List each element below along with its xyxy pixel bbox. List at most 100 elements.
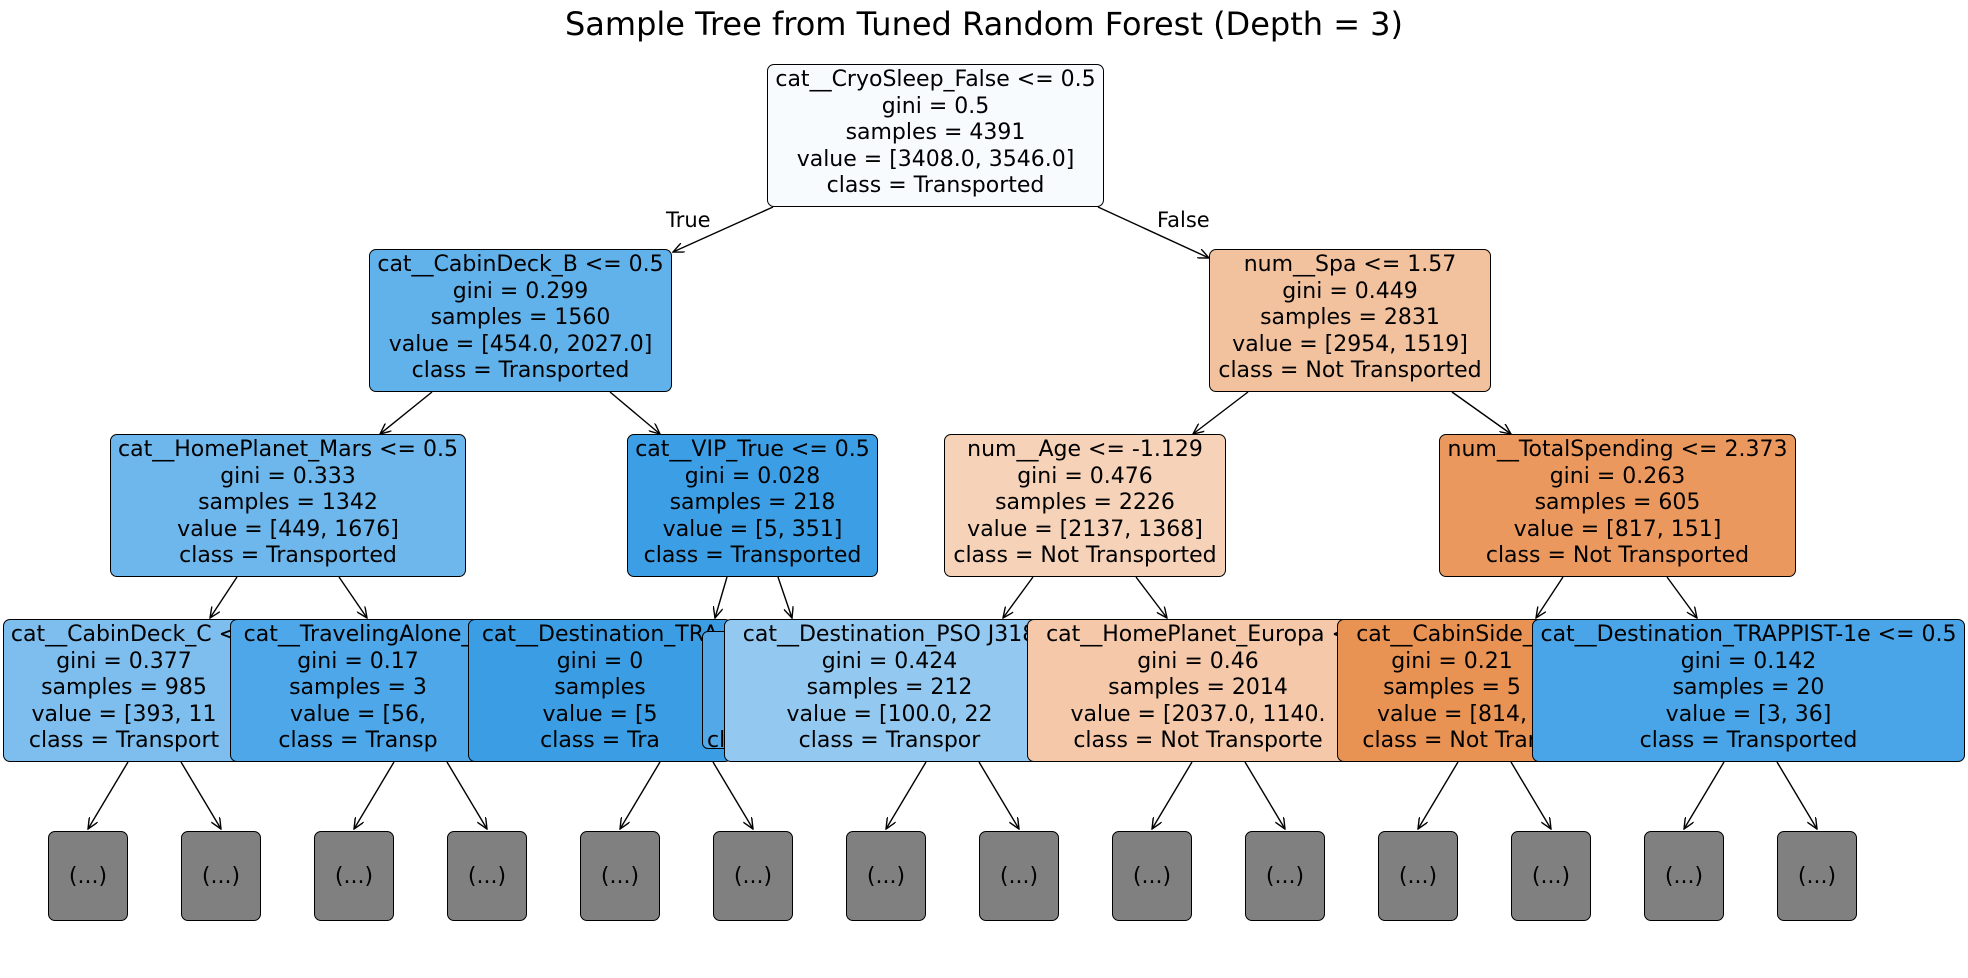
node-text-line: value = [5, 351]	[662, 516, 843, 542]
node-text-line: class = Transpor	[798, 728, 981, 753]
tree-edge	[1536, 576, 1564, 618]
truncated-leaf: (...)	[846, 831, 926, 921]
edge-label-true: True	[666, 208, 711, 232]
node-text-line: num__Age <= -1.129	[967, 437, 1203, 462]
tree-edge	[338, 576, 367, 618]
node-text-line: cat__CryoSleep_False <= 0.5	[775, 67, 1096, 92]
node-text-line: class = Tra	[540, 728, 660, 753]
truncated-leaf: (...)	[1378, 831, 1458, 921]
chart-title: Sample Tree from Tuned Random Forest (De…	[564, 5, 1404, 43]
truncated-leaf: (...)	[1245, 831, 1325, 921]
tree-edge	[777, 576, 792, 618]
node-text-line: gini = 0.333	[220, 463, 356, 489]
node-text-line: class = Transported	[1639, 728, 1858, 753]
tree-node-n2: num__Spa <= 1.57 gini = 0.449 samples = 28…	[1209, 249, 1491, 392]
tree-node-n12: cat__CabinSide_S gini = 0.21 samples = 5 va…	[1337, 619, 1567, 762]
node-text-line: cat__HomePlanet_Mars <= 0.5	[118, 437, 458, 462]
tree-edge	[886, 761, 927, 829]
node-text-line: samples = 1560	[430, 305, 611, 330]
tree-edge	[1244, 761, 1285, 829]
tree-edge	[1510, 761, 1551, 829]
node-text-line: cat__Destination_PSO J318	[742, 622, 1037, 647]
node-text-line: gini = 0.377	[56, 648, 192, 674]
node-text-line: samples = 2226	[995, 490, 1175, 515]
tree-edge	[446, 761, 487, 829]
truncated-leaf: (...)	[48, 831, 128, 921]
tree-node-n7: cat__CabinDeck_C < gini = 0.377 samples = …	[3, 619, 245, 762]
tree-edge	[1684, 761, 1725, 829]
node-text-line: samples	[554, 675, 646, 700]
node-text-line: samples = 2014	[1108, 675, 1288, 700]
tree-node-n6: num__TotalSpending <= 2.373 gini = 0.263 s…	[1439, 434, 1796, 577]
node-text-line: samples = 605	[1534, 490, 1701, 515]
node-text-line: cat__CabinSide_S	[1356, 622, 1548, 647]
tree-edge	[715, 576, 728, 618]
node-text-line: num__TotalSpending <= 2.373	[1447, 437, 1788, 462]
node-text-line: class = Transported	[826, 173, 1045, 198]
node-text-line: class = Not Transported	[1218, 358, 1482, 383]
node-text-line: value = [2954, 1519]	[1232, 331, 1468, 357]
node-text-line: samples = 218	[669, 490, 836, 515]
node-text-line: class = Transported	[179, 543, 397, 568]
node-text-line: gini = 0.028	[684, 463, 821, 489]
node-text-line: value = [454.0, 2027.0]	[388, 331, 653, 357]
truncated-leaf: (...)	[314, 831, 394, 921]
node-text-line: class = Transported	[643, 543, 862, 568]
node-text-line: samples = 3	[289, 675, 427, 700]
tree-node-root: cat__CryoSleep_False <= 0.5 gini = 0.5 sam…	[767, 64, 1104, 207]
truncated-leaf: (...)	[580, 831, 660, 921]
node-text-line: value = [393, 11	[31, 701, 217, 727]
tree-edge	[673, 206, 774, 252]
tree-edge	[712, 761, 753, 829]
tree-edge	[1152, 761, 1193, 829]
node-text-line: class = Transported	[411, 358, 630, 383]
tree-edge	[354, 761, 395, 829]
tree-node-n9: cat__Destination_TRA gini = 0 samples value…	[468, 619, 732, 762]
tree-node-n3: cat__HomePlanet_Mars <= 0.5 gini = 0.333 s…	[110, 434, 466, 577]
tree-node-n8: cat__TravelingAlone_ gini = 0.17 samples =…	[230, 619, 486, 762]
tree-edge	[1193, 391, 1249, 434]
tree-edge	[1776, 761, 1817, 829]
node-text-line: samples = 4391	[845, 120, 1026, 145]
truncated-leaf: (...)	[1511, 831, 1591, 921]
node-text-line: cat__Destination_TRA	[481, 622, 719, 647]
node-text-line: gini = 0.263	[1549, 463, 1686, 489]
node-text-line: value = [5	[542, 701, 658, 727]
node-text-line: value = [100.0, 22	[786, 701, 993, 727]
node-text-line: class = Not Transported	[1485, 543, 1750, 568]
node-text-line: value = [3408.0, 3546.0]	[796, 146, 1075, 172]
truncated-leaf: (...)	[1112, 831, 1192, 921]
tree-node-n13: cat__Destination_TRAPPIST-1e <= 0.5 gini …	[1532, 619, 1965, 762]
node-text-line: value = [2037.0, 1140.	[1070, 701, 1326, 727]
tree-edge	[1135, 576, 1167, 618]
tree-edge	[1003, 576, 1034, 618]
tree-node-n4: cat__VIP_True <= 0.5 gini = 0.028 samples …	[627, 434, 878, 577]
truncated-leaf: (...)	[447, 831, 527, 921]
node-text-line: cat__HomePlanet_Europa <	[1046, 622, 1350, 647]
tree-edge	[1666, 576, 1697, 618]
node-text-line: value = [2137, 1368]	[967, 516, 1203, 542]
node-text-line: class = Not Tran	[1362, 728, 1542, 753]
node-text-line: samples = 1342	[198, 490, 378, 515]
node-text-line: class = Transp	[278, 728, 438, 753]
node-text-line: cl	[707, 728, 726, 749]
node-text-line: gini = 0.142	[1680, 648, 1817, 674]
node-text-line: class = Transport	[28, 728, 220, 753]
node-text-line: gini = 0.299	[452, 278, 589, 304]
tree-edge	[1097, 206, 1209, 258]
node-text-line: num__Spa <= 1.57	[1243, 252, 1457, 277]
tree-edge	[1451, 391, 1511, 434]
node-text-line: samples = 20	[1672, 675, 1825, 700]
node-text-line: samples = 212	[806, 675, 973, 700]
node-text-line: samples = 5	[1383, 675, 1521, 700]
tree-node-n1: cat__CabinDeck_B <= 0.5 gini = 0.299 sampl…	[369, 249, 672, 392]
node-text-line: gini = 0.21	[1391, 648, 1513, 674]
truncated-leaf: (...)	[713, 831, 793, 921]
node-text-line: gini = 0.424	[821, 648, 958, 674]
truncated-leaf: (...)	[1644, 831, 1724, 921]
tree-edge	[210, 576, 238, 618]
truncated-leaf: (...)	[181, 831, 261, 921]
truncated-leaf: (...)	[979, 831, 1059, 921]
node-text-line: gini = 0.17	[297, 648, 419, 674]
